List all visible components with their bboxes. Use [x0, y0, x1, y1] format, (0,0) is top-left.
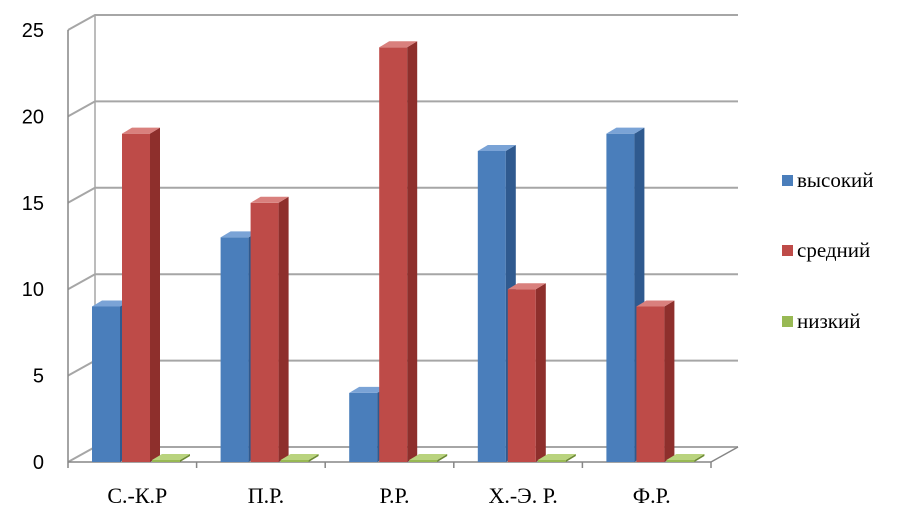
x-category-label: С.-К.Р	[107, 483, 167, 508]
bar-front	[349, 392, 378, 462]
bar-low-3	[537, 454, 576, 462]
legend-label: высокий	[797, 168, 874, 192]
bar-top	[152, 454, 190, 460]
bar-top	[250, 196, 289, 203]
bar-side	[565, 454, 576, 462]
y-tick-label-0: 0	[33, 452, 44, 474]
bar-medium-0	[122, 127, 160, 463]
legend-label: низкий	[797, 309, 860, 333]
bar-top	[220, 231, 259, 238]
bar-top	[666, 454, 705, 460]
bar-top	[507, 283, 546, 290]
legend-swatch	[782, 245, 793, 256]
bar-side	[664, 300, 675, 462]
bar-side	[694, 454, 705, 462]
bar-front	[666, 460, 695, 462]
bar-front	[220, 237, 249, 462]
bar-medium-1	[250, 196, 289, 463]
bar-front	[537, 460, 566, 462]
bar-top	[379, 41, 418, 48]
bar-low-2	[409, 454, 448, 462]
chart-legend: высокий средний низкий	[782, 168, 874, 333]
bar-medium-3	[507, 283, 546, 462]
bar-top	[92, 300, 130, 307]
bar-top	[349, 386, 388, 393]
bar-front	[409, 460, 438, 462]
bar-medium-4	[636, 300, 675, 462]
chart-bars	[92, 41, 705, 463]
legend-swatch	[782, 175, 793, 186]
bar-side	[150, 127, 160, 463]
bar-front	[250, 202, 279, 463]
legend-item-high: высокий	[782, 168, 874, 192]
bar-side	[278, 196, 289, 463]
bar-medium-2	[379, 41, 418, 462]
bar-top	[122, 127, 160, 134]
y-tick-label-5: 5	[33, 366, 44, 388]
legend-item-medium: средний	[782, 238, 870, 262]
bar-top	[636, 300, 675, 307]
bar-top	[606, 127, 645, 134]
bar-front	[280, 460, 309, 462]
bar-front	[152, 460, 180, 462]
bar-side	[308, 454, 319, 462]
bar-front	[606, 133, 635, 462]
bar-front	[379, 47, 408, 462]
bar-top	[280, 454, 319, 460]
bar-side	[535, 283, 546, 462]
bar-low-4	[666, 454, 705, 462]
bar-top	[537, 454, 576, 460]
bar-low-0	[152, 454, 190, 462]
legend-label: средний	[797, 238, 870, 262]
bar-front	[122, 133, 150, 462]
legend-item-low: низкий	[782, 309, 860, 333]
bar-top	[409, 454, 448, 460]
x-category-label: П.Р.	[248, 483, 284, 508]
legend-swatch	[782, 316, 793, 327]
gridline-25	[67, 14, 738, 31]
bar-side	[437, 454, 448, 462]
bar-front	[636, 306, 665, 462]
x-category-label: Х.-Э. Р.	[488, 483, 557, 508]
x-axis-labels: С.-К.Р П.Р. Р.Р. Х.-Э. Р. Ф.Р.	[107, 483, 670, 508]
bar-front	[477, 150, 506, 462]
bar-low-1	[280, 454, 319, 462]
x-category-label: Р.Р.	[380, 483, 410, 508]
y-axis-ticks: 0 5 10 15 20 25	[22, 20, 44, 474]
bar-side	[407, 41, 418, 462]
bar-front	[507, 289, 536, 462]
y-tick-label-25: 25	[22, 20, 44, 42]
y-tick-label-10: 10	[22, 279, 44, 301]
floor-right-edge	[710, 446, 739, 463]
bar-side	[180, 454, 190, 462]
bar-front	[92, 306, 120, 462]
bar-top	[477, 144, 516, 151]
y-tick-label-15: 15	[22, 193, 44, 215]
x-category-label: Ф.Р.	[633, 483, 671, 508]
y-tick-label-20: 20	[22, 106, 44, 128]
